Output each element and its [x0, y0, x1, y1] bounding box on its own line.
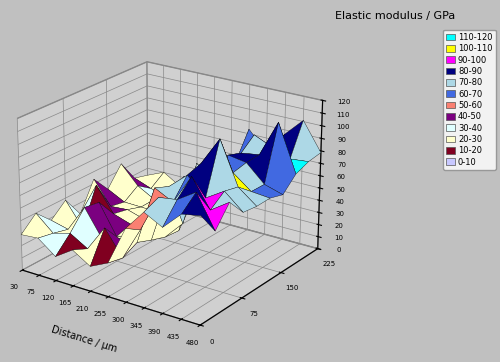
Text: Elastic modulus / GPa: Elastic modulus / GPa [335, 11, 455, 21]
X-axis label: Distance / μm: Distance / μm [50, 324, 118, 354]
Legend: 110-120, 100-110, 90-100, 80-90, 70-80, 60-70, 50-60, 40-50, 30-40, 20-30, 10-20: 110-120, 100-110, 90-100, 80-90, 70-80, … [443, 30, 496, 170]
